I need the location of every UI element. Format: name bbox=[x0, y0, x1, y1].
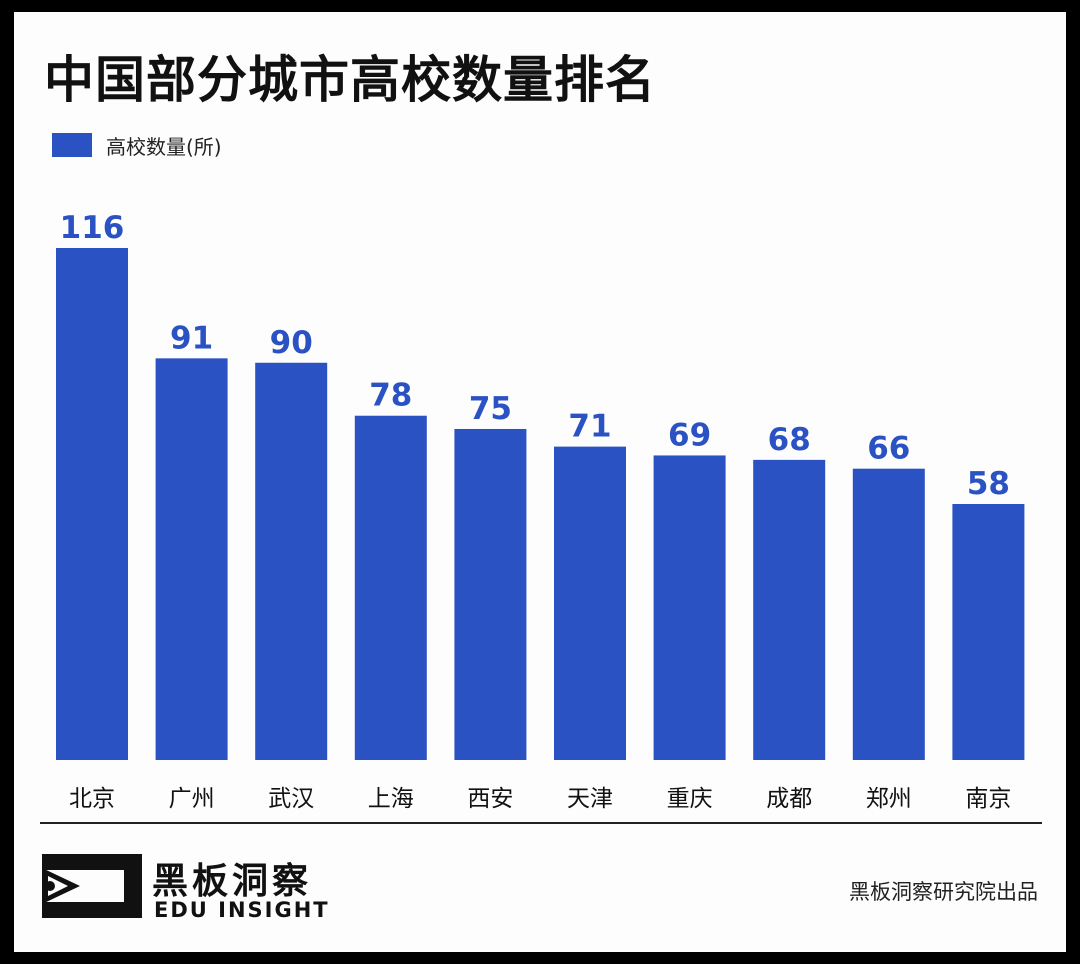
bar-5 bbox=[454, 428, 527, 760]
value-label-6: 71 bbox=[568, 409, 611, 445]
category-label-7: 重庆 bbox=[667, 786, 713, 812]
legend: 高校数量(所) bbox=[52, 132, 222, 159]
bar-3 bbox=[255, 362, 328, 760]
category-label-8: 成都 bbox=[766, 786, 812, 812]
value-label-2: 91 bbox=[170, 320, 213, 356]
bar-2 bbox=[155, 358, 228, 760]
value-label-7: 69 bbox=[668, 417, 711, 453]
value-label-9: 66 bbox=[867, 431, 910, 467]
bar-6 bbox=[554, 446, 626, 760]
value-label-10: 58 bbox=[967, 466, 1010, 502]
category-label-5: 西安 bbox=[467, 786, 513, 812]
brand-name-en: EDU INSIGHT bbox=[154, 898, 330, 922]
value-label-4: 78 bbox=[369, 378, 412, 414]
category-label-2: 广州 bbox=[169, 786, 215, 812]
category-label-9: 郑州 bbox=[866, 786, 912, 812]
bar-chart: 116 北京 91 广州 90 武汉 78 上海 75 西安 71 天津 69 重庆 68 成都 66 郑州 58 南… bbox=[56, 210, 1025, 812]
bar-8 bbox=[753, 459, 826, 760]
credit-line: 黑板洞察研究院出品 bbox=[849, 880, 1038, 904]
value-label-1: 116 bbox=[60, 210, 125, 246]
eye-bracket-logo-icon bbox=[42, 854, 142, 918]
category-label-1: 北京 bbox=[69, 786, 115, 812]
category-label-4: 上海 bbox=[368, 786, 414, 812]
value-label-3: 90 bbox=[270, 325, 313, 361]
bar-4 bbox=[354, 415, 427, 760]
category-label-6: 天津 bbox=[567, 786, 613, 812]
category-label-10: 南京 bbox=[965, 786, 1011, 812]
value-label-8: 68 bbox=[768, 422, 811, 458]
value-label-5: 75 bbox=[469, 391, 512, 427]
legend-swatch bbox=[52, 133, 92, 157]
category-label-3: 武汉 bbox=[268, 786, 314, 812]
legend-label: 高校数量(所) bbox=[106, 134, 222, 159]
bar-1 bbox=[56, 248, 128, 760]
chart-card: 中国部分城市高校数量排名 高校数量(所) 116 北京 91 广州 90 武汉 78 上海 75… bbox=[14, 12, 1066, 952]
chart-title: 中国部分城市高校数量排名 bbox=[44, 51, 656, 109]
bar-9 bbox=[852, 468, 925, 760]
footer-divider bbox=[40, 822, 1042, 824]
brand-name-cn: 黑板洞察 bbox=[152, 861, 313, 902]
bar-10 bbox=[952, 504, 1025, 760]
bar-7 bbox=[653, 455, 726, 760]
